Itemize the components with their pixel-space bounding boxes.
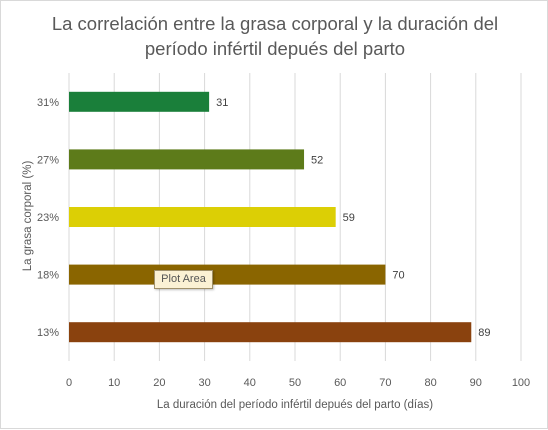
chart-title-line-1: La correlación entre la grasa corporal y…	[51, 13, 499, 34]
bar	[69, 322, 472, 343]
bar	[69, 207, 336, 227]
bar	[69, 149, 305, 170]
x-tick-label: 50	[289, 377, 301, 389]
x-tick-label: 70	[379, 377, 391, 389]
bar	[69, 91, 210, 112]
x-tick-label: 40	[244, 377, 256, 389]
x-tick-label: 20	[153, 377, 165, 389]
data-label: 52	[311, 154, 323, 166]
chart-title: La correlación entre la grasa corporal y…	[1, 11, 548, 61]
y-tick-label: 27%	[37, 154, 59, 166]
data-label: 31	[216, 97, 228, 109]
x-tick-label: 10	[108, 377, 120, 389]
x-tick-label: 90	[470, 377, 482, 389]
chart-title-line-2: período infértil depués del parto	[144, 38, 406, 59]
x-tick-label: 30	[198, 377, 210, 389]
data-label: 70	[392, 270, 404, 282]
y-tick-label: 18%	[37, 270, 59, 282]
bar	[69, 264, 386, 285]
y-tick-label: 13%	[37, 327, 59, 339]
y-tick-label: 31%	[37, 97, 59, 109]
data-label: 89	[478, 327, 490, 339]
y-tick-label: 23%	[37, 212, 59, 224]
x-tick-label: 100	[512, 377, 530, 389]
x-tick-label: 0	[66, 377, 72, 389]
x-tick-label: 80	[424, 377, 436, 389]
y-axis-label: La grasa corporal (%)	[22, 160, 34, 272]
x-axis-label: La duración del período infértil depués …	[156, 399, 434, 411]
x-tick-label: 60	[334, 377, 346, 389]
plot-area-tooltip: Plot Area	[154, 270, 213, 289]
data-label: 59	[343, 212, 355, 224]
